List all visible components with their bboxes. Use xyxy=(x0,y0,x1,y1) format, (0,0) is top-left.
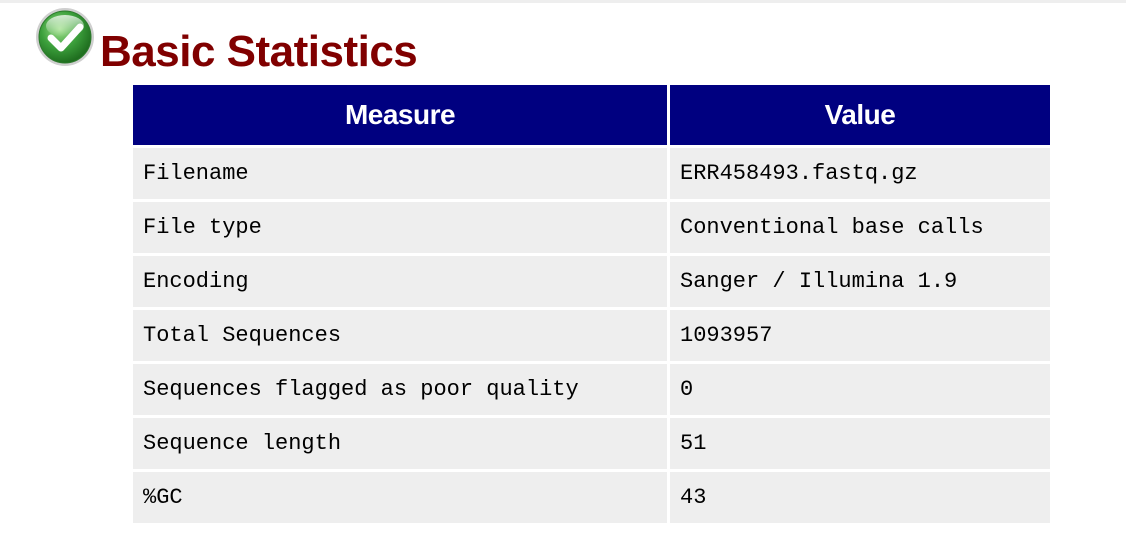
measure-cell: Filename xyxy=(133,148,667,199)
table-row: File type Conventional base calls xyxy=(133,202,1050,253)
table-row: Total Sequences 1093957 xyxy=(133,310,1050,361)
module-heading: Basic Statistics xyxy=(34,6,418,76)
measure-cell: Encoding xyxy=(133,256,667,307)
measure-cell: Sequences flagged as poor quality xyxy=(133,364,667,415)
basic-statistics-table: Measure Value Filename ERR458493.fastq.g… xyxy=(130,82,1053,526)
value-cell: Conventional base calls xyxy=(670,202,1050,253)
top-divider xyxy=(0,0,1126,3)
pass-check-icon xyxy=(36,8,94,66)
value-cell: 51 xyxy=(670,418,1050,469)
measure-column-header: Measure xyxy=(133,85,667,145)
table-header-row: Measure Value xyxy=(133,85,1050,145)
module-title: Basic Statistics xyxy=(100,27,418,76)
table-row: Sequences flagged as poor quality 0 xyxy=(133,364,1050,415)
value-cell: Sanger / Illumina 1.9 xyxy=(670,256,1050,307)
value-cell: ERR458493.fastq.gz xyxy=(670,148,1050,199)
value-column-header: Value xyxy=(670,85,1050,145)
table-row: %GC 43 xyxy=(133,472,1050,523)
table-row: Encoding Sanger / Illumina 1.9 xyxy=(133,256,1050,307)
measure-cell: Total Sequences xyxy=(133,310,667,361)
table-row: Filename ERR458493.fastq.gz xyxy=(133,148,1050,199)
table-row: Sequence length 51 xyxy=(133,418,1050,469)
measure-cell: %GC xyxy=(133,472,667,523)
value-cell: 1093957 xyxy=(670,310,1050,361)
value-cell: 0 xyxy=(670,364,1050,415)
measure-cell: Sequence length xyxy=(133,418,667,469)
measure-cell: File type xyxy=(133,202,667,253)
value-cell: 43 xyxy=(670,472,1050,523)
